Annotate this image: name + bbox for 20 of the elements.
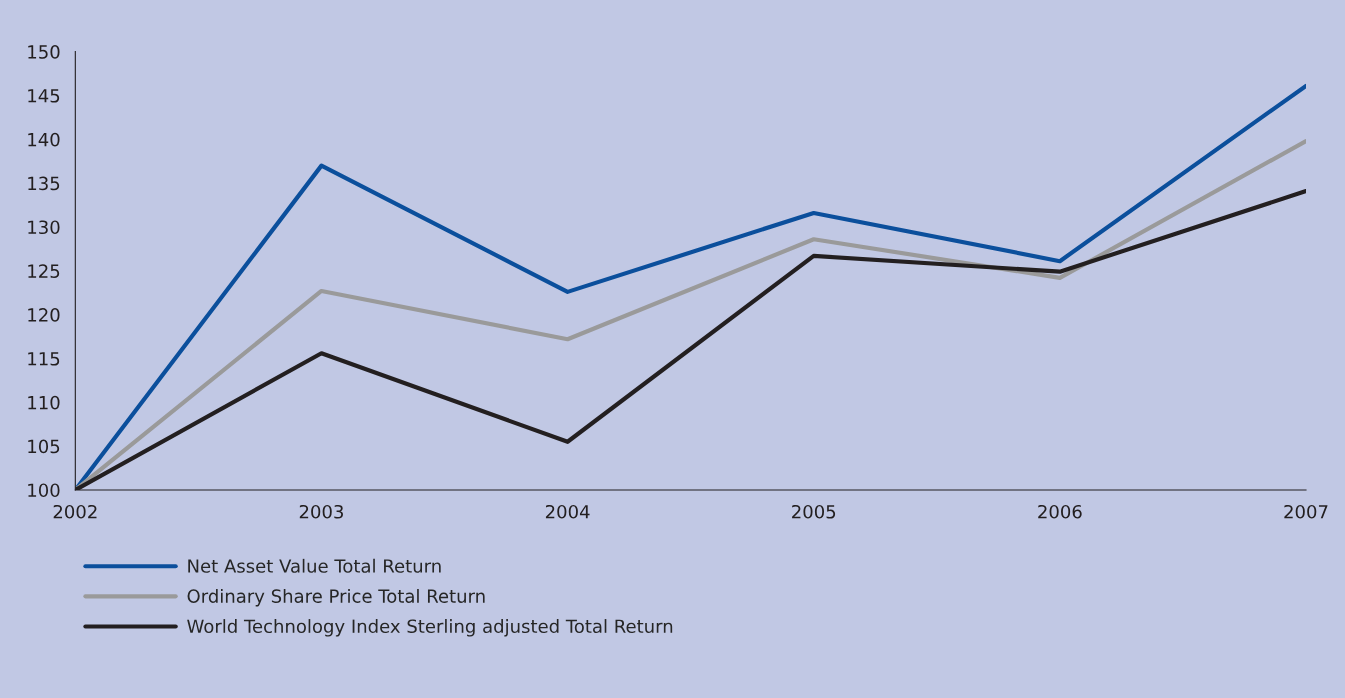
x-tick-label: 2006 [1038,504,1082,519]
y-tick-label: 115 [28,352,60,366]
x-tick-label: 2004 [545,504,590,519]
legend-label: Ordinary Share Price Total Return [187,588,485,607]
x-tick-label: 2003 [299,504,343,519]
y-tick-label: 125 [28,264,60,278]
y-tick-label: 110 [28,395,60,410]
y-tick-label: 150 [28,45,60,59]
y-tick-label: 120 [28,308,60,322]
y-tick-label: 100 [28,483,60,498]
x-tick-label: 2007 [1284,504,1328,519]
x-tick-label: 2002 [53,504,97,519]
y-tick-label: 145 [28,89,60,103]
x-tick-label: 2005 [792,504,836,519]
y-tick-label: 140 [28,132,60,147]
legend-label: Net Asset Value Total Return [188,558,441,573]
y-tick-label: 105 [28,439,60,454]
y-tick-label: 130 [28,220,60,235]
y-tick-label: 135 [28,176,60,191]
legend-label: World Technology Index Sterling adjusted Total Return [187,619,673,637]
